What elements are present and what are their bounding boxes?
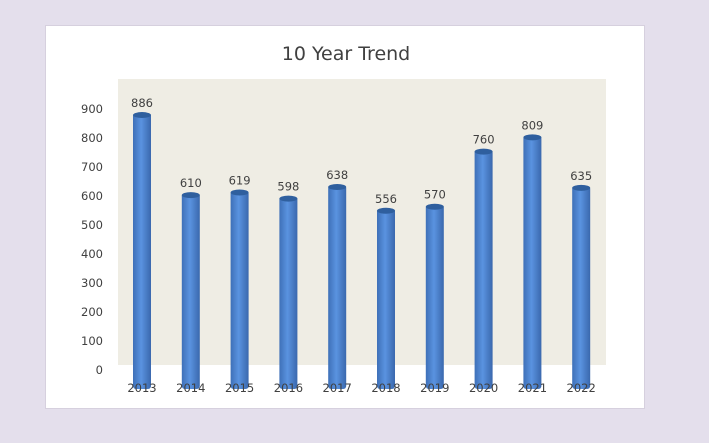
bars-group <box>133 112 591 389</box>
bar <box>572 184 591 389</box>
data-labels: 886 610 619 598 638 556 570 760 809 635 <box>131 96 592 206</box>
bar-body <box>328 184 347 389</box>
bar <box>328 183 347 389</box>
x-tick-label: 2018 <box>371 381 400 395</box>
x-tick-label: 2014 <box>176 381 205 395</box>
y-axis: 0 100 200 300 400 500 600 700 800 900 <box>81 102 103 377</box>
x-tick-label: 2013 <box>127 381 156 395</box>
bar-cap <box>181 192 200 199</box>
y-tick-label: 800 <box>81 131 103 145</box>
bar-cap <box>572 184 591 191</box>
bar-cap <box>377 207 395 214</box>
bar <box>133 112 151 389</box>
bar <box>279 195 298 389</box>
data-label: 635 <box>570 169 592 183</box>
bar-chart: 10 Year Trend 0 100 200 300 400 500 600 700 800 9… <box>81 43 606 395</box>
x-tick-label: 2021 <box>518 381 547 395</box>
data-label: 619 <box>229 173 251 187</box>
data-label: 570 <box>424 188 446 202</box>
x-tick-label: 2015 <box>225 381 254 395</box>
bar <box>377 207 395 389</box>
bar-body <box>474 149 493 389</box>
bar-body <box>181 193 200 389</box>
y-tick-label: 900 <box>81 102 103 116</box>
data-label: 598 <box>277 180 299 194</box>
bar-cap <box>279 195 298 202</box>
data-label: 556 <box>375 192 397 206</box>
x-tick-label: 2017 <box>323 381 352 395</box>
bar-body <box>279 196 298 389</box>
data-label: 760 <box>473 133 495 147</box>
x-tick-label: 2022 <box>567 381 596 395</box>
bar-body <box>377 208 395 389</box>
bar-body <box>523 135 542 389</box>
bar-body <box>230 190 249 389</box>
y-tick-label: 600 <box>81 189 103 203</box>
bar-body <box>425 204 444 389</box>
bar-body <box>133 113 151 389</box>
bar-cap <box>328 183 347 190</box>
bar-cap <box>133 112 151 119</box>
x-tick-label: 2020 <box>469 381 498 395</box>
bar-body <box>572 185 591 389</box>
y-tick-label: 500 <box>81 218 103 232</box>
bar <box>230 189 249 389</box>
bar-cap <box>474 148 493 155</box>
y-tick-label: 200 <box>81 305 103 319</box>
chart-title: 10 Year Trend <box>282 43 410 65</box>
bar-cap <box>523 134 542 141</box>
y-tick-label: 700 <box>81 160 103 174</box>
bar <box>425 203 444 389</box>
data-label: 886 <box>131 96 153 110</box>
chart-card: 10 Year Trend 0 100 200 300 400 500 600 700 800 9… <box>45 25 645 409</box>
data-label: 610 <box>180 176 202 190</box>
data-label: 809 <box>521 118 543 132</box>
x-tick-label: 2019 <box>420 381 449 395</box>
y-tick-label: 400 <box>81 247 103 261</box>
y-tick-label: 300 <box>81 276 103 290</box>
x-tick-label: 2016 <box>274 381 303 395</box>
bar <box>523 134 542 389</box>
y-tick-label: 100 <box>81 334 103 348</box>
bar-cap <box>230 189 249 196</box>
y-tick-label: 0 <box>96 363 103 377</box>
bar <box>474 148 493 389</box>
bar-cap <box>425 203 444 210</box>
bar <box>181 192 200 389</box>
data-label: 638 <box>326 168 348 182</box>
x-axis: 2013 2014 2015 2016 2017 2018 2019 2020 2021 2022 <box>127 381 595 395</box>
